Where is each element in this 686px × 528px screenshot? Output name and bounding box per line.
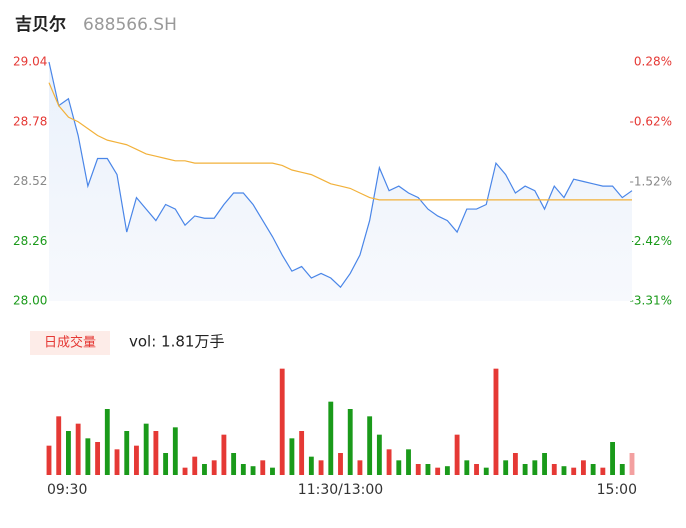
volume-bar	[532, 460, 538, 475]
x-tick-label: 09:30	[47, 482, 87, 498]
volume-bar	[289, 438, 295, 475]
volume-bar	[386, 449, 392, 475]
volume-bar	[104, 409, 110, 475]
volume-bar	[454, 434, 460, 475]
average-line	[48, 82, 632, 201]
volume-bar	[202, 464, 207, 475]
x-tick-label: 15:00	[597, 482, 637, 498]
volume-bar	[95, 442, 101, 475]
y2-tick-label: -0.62%	[630, 114, 672, 128]
volume-bar	[221, 434, 227, 475]
volume-bar	[444, 466, 450, 475]
volume-bar	[182, 467, 188, 475]
volume-bar	[231, 453, 237, 475]
y-tick-label: 28.52	[13, 174, 47, 188]
volume-bar	[493, 368, 499, 475]
volume-bar	[56, 416, 62, 475]
volume-bar	[367, 416, 373, 475]
y2-tick-label: -2.42%	[630, 234, 672, 248]
volume-bar	[172, 427, 178, 475]
volume-bar	[338, 453, 343, 475]
volume-total: vol: 1.81万手	[129, 333, 224, 351]
volume-bar	[114, 449, 120, 475]
volume-bar	[347, 409, 353, 475]
volume-bar	[551, 464, 557, 475]
volume-bar	[270, 467, 275, 475]
volume-bar	[211, 460, 217, 475]
chart-title: 吉贝尔	[15, 14, 66, 35]
y2-tick-label: -1.52%	[630, 174, 672, 188]
price-line	[48, 61, 633, 289]
volume-bar	[192, 456, 198, 475]
volume-bar	[163, 453, 169, 475]
volume-bar	[542, 453, 547, 475]
y-tick-label: 28.00	[13, 294, 47, 308]
volume-bar	[260, 460, 266, 475]
volume-bar	[153, 431, 159, 475]
volume-bar	[464, 460, 470, 475]
volume-bar	[240, 464, 246, 475]
volume-bar	[328, 401, 334, 475]
y2-tick-label: 0.28%	[634, 55, 672, 69]
volume-bar	[46, 445, 52, 475]
volume-bar	[357, 460, 363, 475]
volume-bar	[318, 460, 324, 475]
price-area	[49, 62, 632, 301]
volume-bar	[619, 464, 625, 475]
y-tick-label: 28.26	[13, 234, 47, 248]
volume-bar	[299, 431, 305, 475]
volume-bar	[600, 467, 606, 475]
volume-bar	[522, 464, 528, 475]
volume-label: 日成交量	[44, 335, 96, 351]
y-tick-label: 28.78	[13, 114, 47, 128]
volume-bar	[474, 464, 479, 475]
volume-label-box	[30, 331, 110, 355]
volume-bar	[124, 431, 130, 475]
volume-bar	[629, 453, 635, 475]
volume-bar	[512, 453, 518, 475]
chart-subtitle: 688566.SH	[83, 15, 177, 35]
volume-bar	[406, 449, 411, 475]
volume-bar	[308, 456, 314, 475]
volume-bar	[561, 466, 567, 475]
volume-bar	[435, 467, 441, 475]
volume-bar	[503, 460, 509, 475]
volume-bar	[279, 368, 285, 475]
volume-bar	[85, 438, 91, 475]
volume-bar	[396, 460, 402, 475]
volume-bar	[425, 464, 431, 475]
volume-bar	[610, 442, 615, 475]
volume-bar	[415, 464, 421, 475]
volume-bar	[590, 464, 596, 475]
volume-bar	[483, 467, 489, 475]
y-tick-label: 29.04	[13, 55, 47, 69]
volume-bar	[75, 423, 81, 475]
volume-bar	[143, 423, 149, 475]
volume-bar	[250, 466, 256, 475]
volume-bar	[66, 431, 71, 475]
y2-tick-label: -3.31%	[630, 294, 672, 308]
volume-bar	[134, 445, 139, 475]
volume-bar	[376, 434, 382, 475]
volume-bar	[580, 460, 586, 475]
volume-bar	[571, 467, 577, 475]
x-tick-label: 11:30/13:00	[298, 482, 383, 498]
